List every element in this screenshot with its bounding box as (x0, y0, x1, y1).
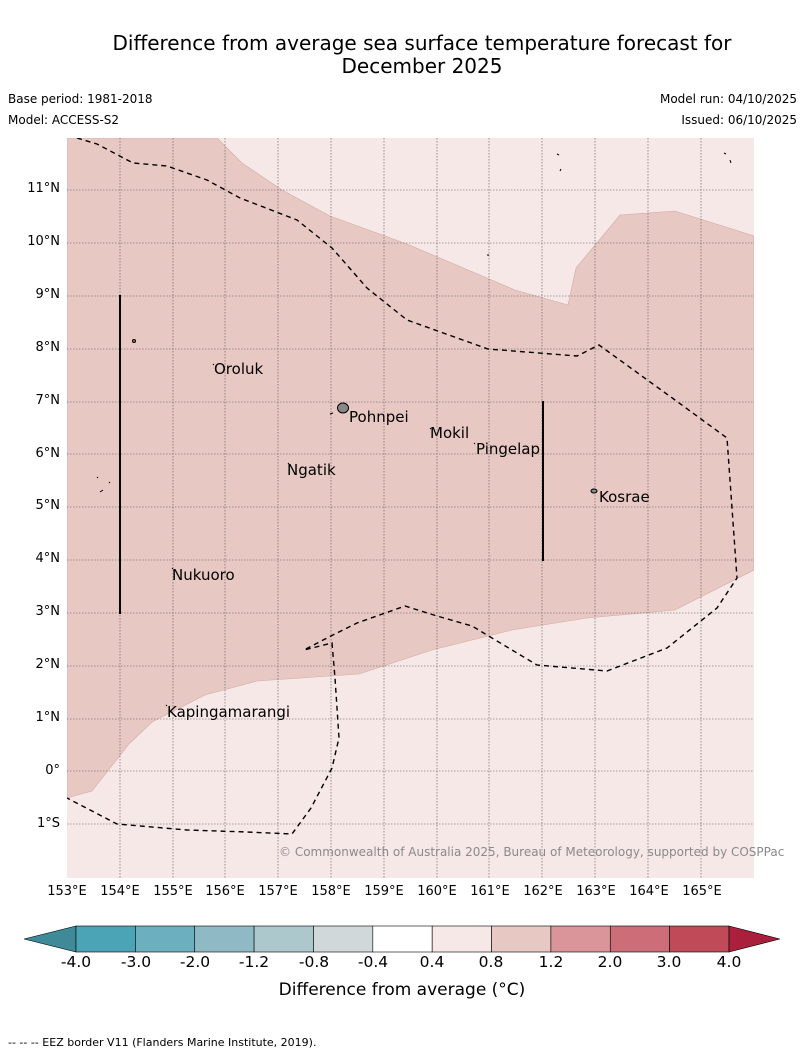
lon-label: 156°E (205, 884, 245, 899)
chart-title: Difference from average sea surface temp… (40, 32, 804, 78)
lat-label: 6°N (35, 446, 61, 461)
colorbar-tick: -1.2 (238, 953, 270, 971)
colorbar-tick: 4.0 (716, 953, 742, 971)
issued-date: Issued: 06/10/2025 (681, 113, 797, 127)
atoll-marks (96, 152, 732, 707)
boundary-lines (119, 295, 544, 614)
place-nukuoro: Nukuoro (172, 566, 235, 584)
place-kapingamarangi: Kapingamarangi (167, 703, 291, 721)
colorbar (23, 925, 781, 953)
colorbar-segment (431, 925, 492, 953)
lon-label: 164°E (629, 884, 669, 899)
place-oroluk: Oroluk (214, 360, 264, 378)
lon-label: 153°E (47, 884, 87, 899)
lat-label: 11°N (27, 181, 60, 196)
lon-label: 154°E (100, 884, 140, 899)
colorbar-tick: -3.0 (120, 953, 152, 971)
map-panel (67, 138, 754, 878)
title-line-1: Difference from average sea surface temp… (112, 31, 732, 55)
colorbar-segment (609, 925, 670, 953)
colorbar-tick: 2.0 (597, 953, 623, 971)
colorbar-tick: -0.4 (357, 953, 389, 971)
colorbar-segment (75, 925, 136, 953)
eez-legend-footnote: -- -- -- EEZ border V11 (Flanders Marine… (8, 1036, 317, 1049)
map-svg (67, 138, 754, 878)
base-period: Base period: 1981-2018 (8, 92, 153, 106)
model-run: Model run: 04/10/2025 (659, 92, 797, 106)
place-pingelap: Pingelap (476, 440, 541, 458)
colorbar-tick: 1.2 (538, 953, 564, 971)
warm-anomaly-region (67, 138, 754, 799)
lat-label: 5°N (35, 498, 61, 513)
pohnpei-island (337, 402, 349, 414)
lon-label: 157°E (258, 884, 298, 899)
colorbar-tick: -2.0 (179, 953, 211, 971)
lat-label: 1°N (35, 710, 61, 725)
lat-label: 1°S (36, 816, 60, 831)
lat-label: 4°N (35, 551, 61, 566)
title-line-2: December 2025 (341, 54, 503, 78)
lat-label: 7°N (35, 393, 61, 408)
colorbar-segment (313, 925, 374, 953)
lon-label: 163°E (576, 884, 616, 899)
islands (96, 152, 732, 707)
colorbar-segment (135, 925, 196, 953)
place-mokil: Mokil (430, 424, 470, 442)
lon-label: 162°E (523, 884, 563, 899)
place-kosrae: Kosrae (599, 488, 650, 506)
colorbar-segment (253, 925, 314, 953)
lon-label: 158°E (311, 884, 351, 899)
lat-label: 9°N (35, 287, 61, 302)
colorbar-tick: 0.4 (419, 953, 445, 971)
grid-lines (67, 138, 754, 878)
eez-border (67, 138, 738, 835)
copyright-notice: © Commonwealth of Australia 2025, Bureau… (279, 845, 785, 859)
colorbar-tick: 3.0 (656, 953, 682, 971)
colorbar-segment (194, 925, 255, 953)
colorbar-segment (550, 925, 611, 953)
lat-label: 10°N (27, 234, 60, 249)
colorbar-title: Difference from average (°C) (278, 980, 526, 1000)
colorbar-segment (491, 925, 552, 953)
place-ngatik: Ngatik (287, 461, 336, 479)
colorbar-tick: -4.0 (60, 953, 92, 971)
model-name: Model: ACCESS-S2 (8, 113, 120, 127)
lat-label: 8°N (35, 340, 61, 355)
kosrae-island (590, 488, 598, 494)
lon-label: 159°E (364, 884, 404, 899)
lon-label: 160°E (417, 884, 457, 899)
lat-label: 3°N (35, 604, 61, 619)
colorbar-segment (669, 925, 730, 953)
colorbar-extend-high (728, 925, 781, 953)
place-pohnpei: Pohnpei (349, 408, 409, 426)
lat-label: 2°N (35, 657, 61, 672)
lon-label: 161°E (470, 884, 510, 899)
colorbar-extend-low (23, 925, 77, 953)
colorbar-tick: 0.8 (478, 953, 504, 971)
colorbar-tick: -0.8 (298, 953, 330, 971)
lat-label: 0° (45, 763, 60, 778)
colorbar-segment (372, 925, 433, 953)
lon-label: 155°E (153, 884, 193, 899)
lon-label: 165°E (682, 884, 722, 899)
small-island (132, 339, 136, 343)
